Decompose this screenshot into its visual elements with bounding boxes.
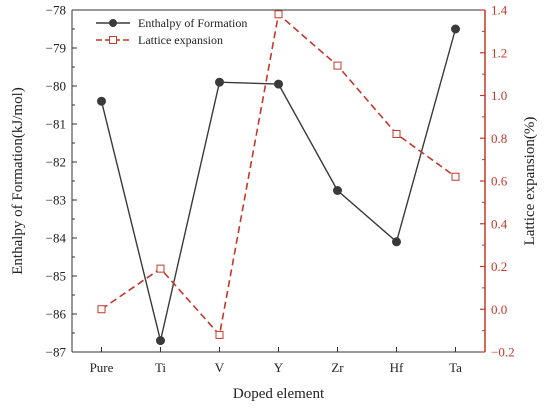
x-tick-label: V — [215, 360, 225, 375]
enthalpy-point — [452, 25, 460, 33]
x-tick-label: Ti — [155, 360, 166, 375]
enthalpy-point — [157, 337, 165, 345]
left-tick-label: −84 — [46, 231, 67, 246]
lattice-point — [334, 62, 341, 69]
enthalpy-point — [393, 238, 401, 246]
enthalpy-series-line — [102, 29, 456, 341]
legend-enthalpy-label: Enthalpy of Formation — [138, 16, 247, 30]
x-tick-label: Y — [274, 360, 284, 375]
legend-enthalpy-marker — [109, 19, 117, 27]
lattice-point — [157, 265, 164, 272]
lattice-point — [452, 173, 459, 180]
right-tick-label: 0.6 — [491, 174, 508, 189]
right-axis-title: Lattice expansion(%) — [522, 117, 538, 246]
lattice-series-line — [102, 14, 456, 335]
left-tick-label: −81 — [46, 117, 66, 132]
lattice-point — [98, 306, 105, 313]
right-tick-label: 1.2 — [491, 45, 507, 60]
enthalpy-point — [275, 80, 283, 88]
x-tick-label: Hf — [390, 360, 404, 375]
lattice-point — [275, 11, 282, 18]
lattice-point — [393, 130, 400, 137]
left-tick-label: −78 — [46, 3, 66, 18]
left-axis-title: Enthalpy of Formation(kJ/mol) — [10, 87, 26, 274]
right-tick-label: 0.8 — [491, 131, 507, 146]
legend-lattice-label: Lattice expansion — [138, 33, 223, 47]
left-tick-label: −87 — [46, 345, 67, 360]
right-tick-label: 0.0 — [491, 302, 507, 317]
left-tick-label: −80 — [46, 79, 66, 94]
left-tick-label: −82 — [46, 155, 66, 170]
legend-lattice-marker — [110, 37, 117, 44]
right-tick-label: 0.2 — [491, 259, 507, 274]
x-tick-label: Pure — [90, 360, 114, 375]
enthalpy-point — [98, 97, 106, 105]
x-tick-label: Zr — [331, 360, 344, 375]
right-tick-label: −0.2 — [491, 345, 515, 360]
left-tick-label: −86 — [46, 307, 67, 322]
x-tick-label: Ta — [449, 360, 462, 375]
enthalpy-point — [334, 187, 342, 195]
left-tick-label: −85 — [46, 269, 66, 284]
lattice-point — [216, 331, 223, 338]
right-tick-label: 1.0 — [491, 88, 507, 103]
right-tick-label: 0.4 — [491, 216, 508, 231]
x-axis-title: Doped element — [233, 386, 325, 402]
right-tick-label: 1.4 — [491, 3, 508, 18]
left-tick-label: −79 — [46, 41, 66, 56]
enthalpy-point — [216, 78, 224, 86]
left-tick-label: −83 — [46, 193, 66, 208]
